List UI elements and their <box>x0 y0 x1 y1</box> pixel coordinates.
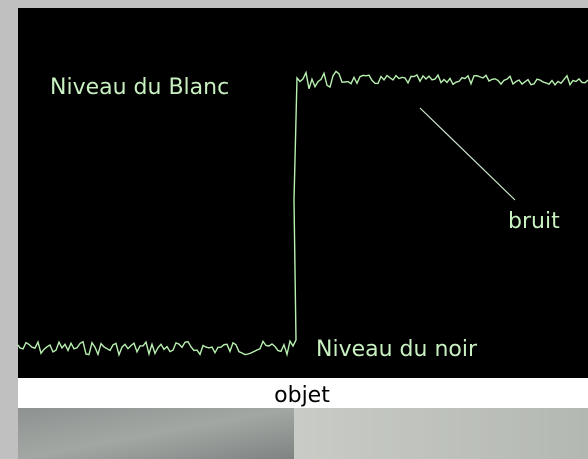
noise-label: bruit <box>508 209 560 234</box>
screen <box>18 8 588 378</box>
signal <box>17 70 588 358</box>
black-level-label: Niveau du noir <box>316 337 478 362</box>
light-texture <box>294 408 588 459</box>
pointer <box>419 107 516 201</box>
white-level-label: Niveau du Blanc <box>50 75 229 100</box>
dark-texture <box>18 408 294 459</box>
object-bar <box>18 378 588 408</box>
object-label: objet <box>274 383 330 408</box>
